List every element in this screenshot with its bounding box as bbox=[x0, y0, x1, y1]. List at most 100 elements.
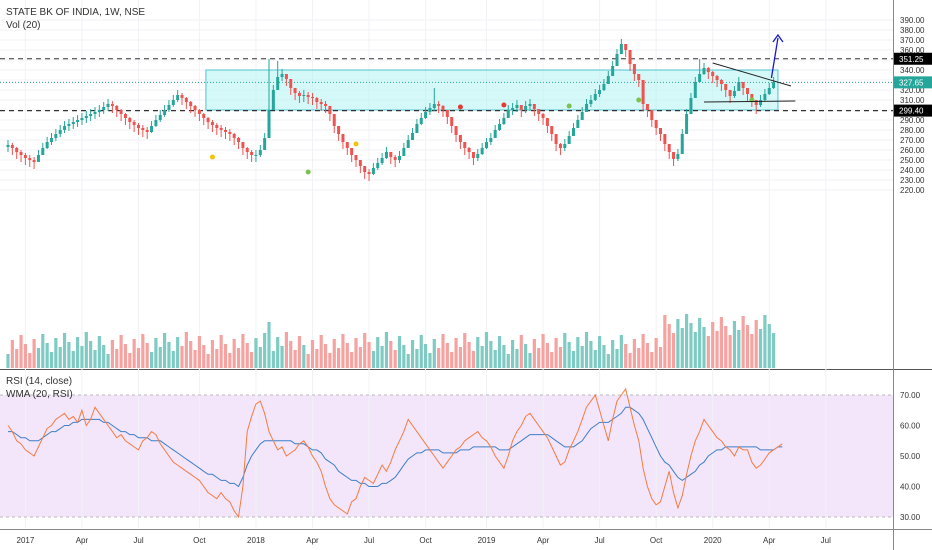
volume-bar bbox=[128, 353, 132, 368]
candle-body bbox=[337, 126, 341, 134]
candle-body bbox=[202, 114, 206, 118]
volume-bar bbox=[15, 349, 19, 368]
candle-body bbox=[254, 155, 258, 156]
volume-bar bbox=[741, 316, 745, 368]
volume-bar bbox=[645, 343, 650, 368]
volume-bar bbox=[632, 339, 636, 368]
volume-bar bbox=[611, 340, 615, 368]
volume-bar bbox=[263, 333, 267, 368]
volume-bar bbox=[28, 353, 32, 368]
volume-bar bbox=[215, 349, 219, 368]
volume-bar bbox=[584, 332, 589, 368]
rsi-line bbox=[7, 387, 783, 519]
volume-bar bbox=[345, 343, 349, 368]
candle-body bbox=[67, 124, 71, 126]
candle-body bbox=[115, 106, 119, 110]
candle-body bbox=[611, 66, 615, 76]
candle-body bbox=[132, 122, 136, 125]
candle-body bbox=[102, 107, 106, 110]
volume-bar bbox=[158, 347, 162, 368]
candle-body bbox=[463, 142, 467, 148]
volume-bar bbox=[654, 338, 658, 368]
candle-body bbox=[698, 74, 702, 82]
candle-body bbox=[767, 88, 771, 94]
volume-bar bbox=[49, 352, 54, 368]
candle-body bbox=[437, 104, 441, 106]
volume-bar bbox=[745, 325, 750, 368]
volume-bar bbox=[154, 338, 158, 368]
candle-body bbox=[493, 130, 497, 138]
candles bbox=[6, 39, 776, 181]
candle-body bbox=[215, 125, 219, 128]
candle-body bbox=[250, 152, 254, 155]
volume-bar bbox=[54, 338, 58, 368]
volume-bar bbox=[236, 348, 241, 368]
consolidation-rectangle bbox=[205, 69, 779, 111]
volume-bar bbox=[706, 336, 710, 368]
x-tick-label: Jul bbox=[133, 536, 143, 545]
volume-bar bbox=[410, 340, 415, 368]
candle-body bbox=[524, 106, 528, 110]
volume-bar bbox=[724, 326, 728, 368]
candle-body bbox=[311, 97, 314, 98]
volume-bar bbox=[663, 315, 667, 368]
volume-bar bbox=[354, 338, 358, 368]
candle-body bbox=[93, 112, 97, 114]
y-tick-label: 320.00 bbox=[900, 86, 925, 95]
y-tick-label: 260.00 bbox=[900, 146, 925, 155]
candle-body bbox=[772, 82, 776, 88]
candle-body bbox=[258, 150, 262, 155]
y-tick-label: 380.00 bbox=[900, 26, 925, 35]
candle-body bbox=[193, 106, 197, 110]
rsi-tick-label: 30.00 bbox=[900, 513, 921, 522]
candle-body bbox=[380, 158, 384, 163]
volume-bar bbox=[698, 318, 702, 368]
x-tick-label: Oct bbox=[193, 536, 206, 545]
candle-body bbox=[685, 114, 689, 134]
candle-body bbox=[445, 110, 449, 117]
candle-body bbox=[28, 158, 32, 160]
candle-body bbox=[458, 135, 462, 142]
price-label-bg bbox=[894, 104, 932, 117]
volume-bar bbox=[458, 347, 462, 368]
candle-body bbox=[715, 76, 719, 80]
candle-body bbox=[476, 154, 480, 158]
candle-body bbox=[176, 95, 180, 100]
candle-body bbox=[241, 142, 245, 148]
volume-bar bbox=[189, 341, 193, 368]
candle-body bbox=[737, 82, 741, 91]
candle-body bbox=[358, 160, 362, 166]
candle-body bbox=[167, 105, 171, 110]
candle-body bbox=[654, 120, 658, 128]
signal-dot bbox=[305, 169, 311, 175]
candle-body bbox=[158, 115, 162, 120]
candle-body bbox=[180, 95, 184, 98]
volume-bar bbox=[471, 351, 476, 368]
volume-bar bbox=[476, 337, 480, 368]
candle-body bbox=[119, 110, 123, 114]
candle-body bbox=[23, 155, 27, 158]
candle-body bbox=[50, 138, 53, 142]
candle-body bbox=[432, 104, 436, 108]
y-tick-label: 340.00 bbox=[900, 66, 925, 75]
y-tick-label: 240.00 bbox=[900, 166, 925, 175]
y-tick-label: 360.00 bbox=[900, 46, 925, 55]
candle-body bbox=[532, 104, 536, 109]
candle-body bbox=[650, 110, 654, 120]
volume-bar bbox=[554, 338, 558, 368]
candle-body bbox=[402, 148, 406, 156]
candle-body bbox=[450, 117, 454, 126]
candle-body bbox=[424, 112, 428, 118]
candle-body bbox=[602, 84, 606, 90]
candle-body bbox=[363, 166, 367, 172]
volume-bar bbox=[337, 348, 341, 368]
volume-bar bbox=[62, 333, 67, 368]
signal-dot bbox=[209, 154, 215, 160]
volume-bar bbox=[641, 334, 645, 368]
price-label-bg bbox=[894, 76, 932, 89]
candle-body bbox=[759, 100, 763, 105]
volume-bar bbox=[506, 354, 510, 368]
candle-body bbox=[45, 142, 49, 148]
candle-body bbox=[589, 100, 593, 104]
